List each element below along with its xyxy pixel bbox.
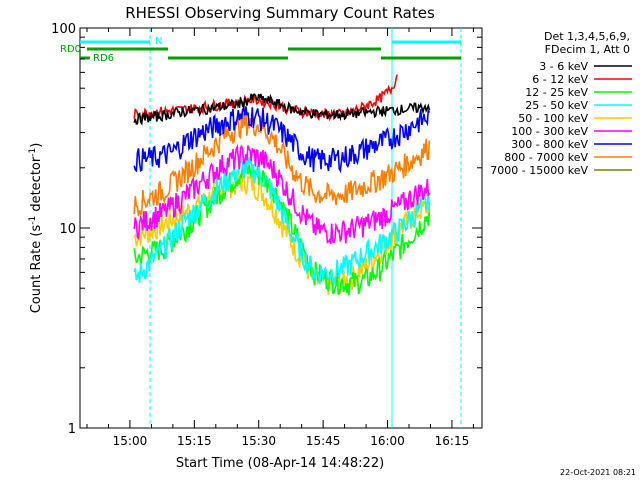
axis-ticks: 15:00 15:15 15:30 15:45 16:00 16:15 1 10 100 — [51, 22, 482, 448]
legend: Det 1,3,4,5,6,9, FDecim 1, Att 0 3 - 6 k… — [490, 30, 632, 177]
series-line-1 — [133, 74, 398, 122]
y-tick-label-1: 10 — [59, 222, 76, 237]
x-tick-label-2: 15:30 — [241, 434, 276, 448]
legend-label-1: 6 - 12 keV — [532, 73, 588, 86]
x-axis-label: Start Time (08-Apr-14 14:48:22) — [176, 456, 384, 471]
rd0-label: RD0 — [60, 44, 81, 55]
series-line-7 — [133, 112, 431, 217]
chart-title: RHESSI Observing Summary Count Rates — [125, 4, 435, 22]
series-layer — [133, 74, 431, 296]
n-label: N — [155, 36, 162, 47]
x-tick-label-5: 16:15 — [435, 434, 470, 448]
x-tick-label-3: 15:45 — [306, 434, 341, 448]
series-line-3 — [133, 156, 431, 287]
x-tick-label-1: 15:15 — [177, 434, 212, 448]
annotation-lines — [149, 28, 462, 428]
legend-label-7: 800 - 7000 keV — [504, 151, 588, 164]
footer-timestamp: 22-Oct-2021 08:21 — [560, 468, 636, 477]
legend-label-4: 50 - 100 keV — [518, 112, 588, 125]
y-tick-label-0: 1 — [68, 422, 76, 437]
legend-label-5: 100 - 300 keV — [511, 125, 588, 138]
legend-label-2: 12 - 25 keV — [525, 86, 588, 99]
legend-label-8: 7000 - 15000 keV — [490, 164, 588, 177]
legend-label-6: 300 - 800 keV — [511, 138, 588, 151]
series-line-5 — [133, 143, 431, 245]
x-tick-label-0: 15:00 — [113, 434, 148, 448]
series-line-4 — [133, 169, 431, 295]
legend-label-0: 3 - 6 keV — [539, 60, 588, 73]
legend-header-1: Det 1,3,4,5,6,9, — [544, 30, 630, 43]
series-line-6 — [133, 106, 431, 174]
rd6-label: RD6 — [93, 53, 114, 64]
y-tick-label-2: 100 — [51, 22, 76, 37]
legend-header-2: FDecim 1, Att 0 — [545, 43, 630, 56]
series-line-0 — [133, 93, 431, 126]
y-axis-label: Count Rate (s-1 detector-1) — [28, 143, 44, 314]
legend-label-3: 25 - 50 keV — [525, 99, 588, 112]
attenuator-bars — [80, 40, 461, 60]
x-tick-label-4: 16:00 — [370, 434, 405, 448]
